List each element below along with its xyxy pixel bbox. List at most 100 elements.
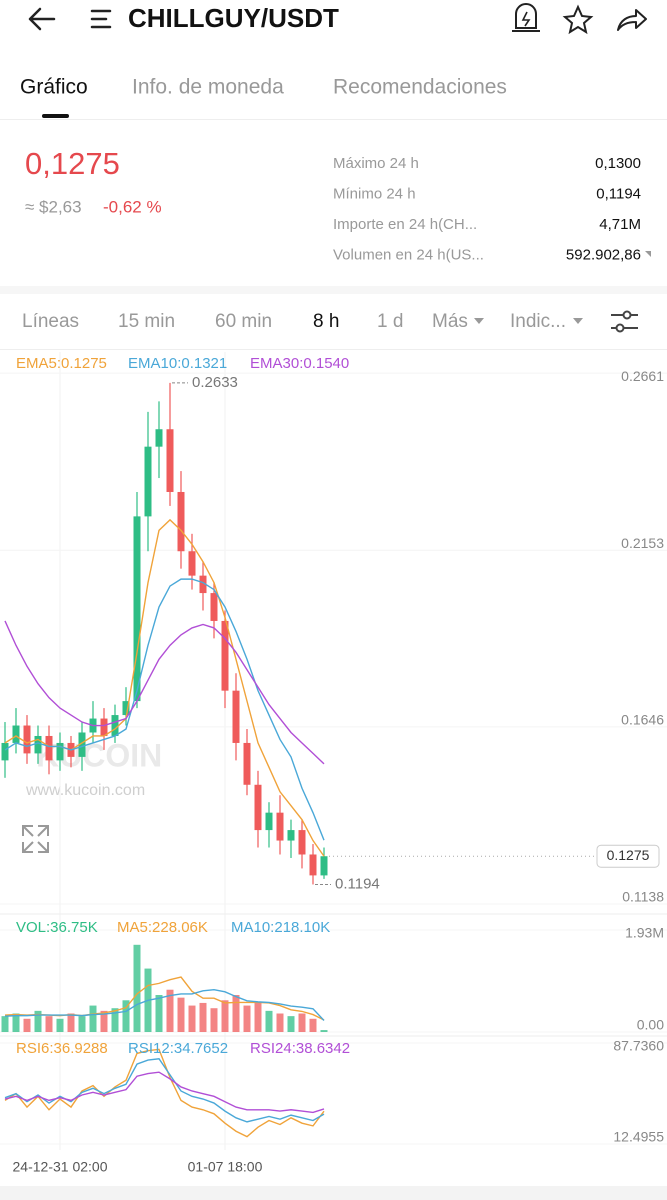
- pair-title: CHILLGUY/USDT: [128, 3, 339, 33]
- indicator-line: [4, 1058, 325, 1123]
- interval-option[interactable]: 8 h: [313, 311, 339, 332]
- legend-entry: MA5:228.06K: [117, 919, 208, 936]
- watermark-brand: KUCOIN: [36, 737, 162, 773]
- tab[interactable]: Info. de moneda: [132, 76, 284, 99]
- y-tick-label: 0.1138: [622, 889, 664, 905]
- indicator-line: [4, 620, 325, 765]
- charts: 24-12-31 02:00 01-07 18:00 0.2661 0.2153 0.1…: [0, 352, 667, 1175]
- volume-bar: [188, 1005, 196, 1032]
- volume-bar: [210, 1008, 218, 1032]
- stat-value: 0,1300: [595, 155, 641, 172]
- candle-body: [144, 446, 152, 517]
- volume-bar: [12, 1013, 20, 1032]
- price-change: -0,62 %: [103, 197, 162, 216]
- divider: [0, 286, 667, 294]
- stat-value: 0,1194: [596, 185, 641, 202]
- legend-entry: EMA10:0.1321: [128, 355, 227, 372]
- candle-body: [199, 575, 207, 594]
- volume-bar: [243, 1005, 251, 1032]
- volume-bar: [276, 1013, 284, 1032]
- x-tick-label: 01-07 18:00: [188, 1159, 263, 1175]
- volume-bar: [320, 1030, 328, 1032]
- stat-value: 592.902,86: [566, 246, 641, 263]
- fullscreen-icon[interactable]: [22, 825, 49, 853]
- volume-bar: [100, 1010, 108, 1032]
- legend-entry: MA10:218.10K: [231, 919, 330, 936]
- stat-label: Mínimo 24 h: [333, 185, 416, 202]
- tab[interactable]: Recomendaciones: [333, 76, 507, 99]
- tab-active[interactable]: Gráfico: [20, 76, 88, 99]
- volume-bar: [232, 995, 240, 1032]
- indicator-line: [4, 1071, 325, 1114]
- divider: [0, 119, 667, 120]
- indicator-line: [4, 578, 325, 841]
- volume-bar: [287, 1016, 295, 1032]
- legend-entry: RSI6:36.9288: [16, 1040, 108, 1057]
- indicator-line: [4, 976, 325, 1021]
- volume-bar: [155, 995, 163, 1032]
- volume-bar: [89, 1005, 97, 1032]
- volume-bar: [56, 1018, 64, 1032]
- volume-bar: [265, 1010, 273, 1032]
- volume-bar: [254, 1002, 262, 1032]
- legend-entry: RSI12:34.7652: [128, 1040, 228, 1057]
- bottom-bar: [0, 1186, 667, 1200]
- candle-body: [111, 715, 119, 736]
- candle-body: [122, 701, 130, 716]
- watermark-url: www.kucoin.com: [25, 782, 145, 799]
- volume-bar: [45, 1016, 53, 1032]
- interval-option[interactable]: Más: [432, 311, 468, 332]
- candle-body: [210, 593, 218, 621]
- volume-bar: [199, 1002, 207, 1032]
- legend-entry: EMA5:0.1275: [16, 355, 107, 372]
- last-price-box: [596, 844, 660, 868]
- interval-option[interactable]: 1 d: [377, 311, 403, 332]
- interval-option[interactable]: Líneas: [22, 311, 79, 332]
- candle-body: [166, 429, 174, 492]
- candle-body: [45, 735, 53, 761]
- volume-bar: [34, 1010, 42, 1032]
- annotation-label: 0.1194: [335, 875, 380, 892]
- favorite-icon[interactable]: [562, 4, 594, 35]
- candle-body: [287, 830, 295, 841]
- indicator-line: [4, 1048, 325, 1138]
- alert-icon[interactable]: [512, 3, 540, 32]
- annotation-label: 0.2633: [192, 374, 238, 391]
- y-tick-label: 0.1646: [621, 712, 664, 728]
- interval-option[interactable]: Indic...: [510, 311, 566, 332]
- candle-body: [78, 732, 86, 757]
- candle-body: [254, 784, 262, 831]
- candle-body: [309, 854, 317, 876]
- volume-bar: [221, 1000, 229, 1032]
- interval-option[interactable]: 15 min: [118, 311, 175, 332]
- candle-body: [320, 856, 328, 876]
- candle-body: [232, 690, 240, 743]
- share-icon[interactable]: [617, 9, 647, 31]
- stats: Máximo 24 h 0,1300 Mínimo 24 h 0,1194 Import…: [333, 155, 641, 264]
- stat-value: 4,71M: [599, 216, 641, 233]
- indicator-line: [4, 989, 325, 1021]
- back-button[interactable]: [28, 7, 56, 31]
- candle-body: [155, 429, 163, 447]
- last-price-label: 0.1275: [607, 847, 650, 863]
- settings-icon[interactable]: [611, 310, 638, 333]
- menu-icon[interactable]: [90, 9, 112, 29]
- stat-label: Máximo 24 h: [333, 155, 419, 172]
- volume-bar: [67, 1013, 75, 1032]
- candle-body: [243, 742, 251, 785]
- volume-bar: [78, 1016, 86, 1032]
- y-tick-label: 12.4955: [613, 1129, 664, 1145]
- interval-option[interactable]: 60 min: [215, 311, 272, 332]
- x-tick-label: 24-12-31 02:00: [13, 1159, 108, 1175]
- y-tick-label: 1.93M: [625, 925, 664, 941]
- indicator-line: [4, 518, 325, 857]
- legend-entry: RSI24:38.6342: [250, 1040, 350, 1057]
- candle-body: [221, 620, 229, 691]
- tab-indicator: [42, 114, 69, 118]
- candle-body: [177, 491, 185, 552]
- volume-bar: [23, 1018, 31, 1032]
- candle-body: [188, 551, 196, 576]
- candle-body: [56, 742, 64, 761]
- stat-label: Volumen en 24 h(US...: [333, 246, 484, 263]
- volume-bar: [111, 1008, 119, 1032]
